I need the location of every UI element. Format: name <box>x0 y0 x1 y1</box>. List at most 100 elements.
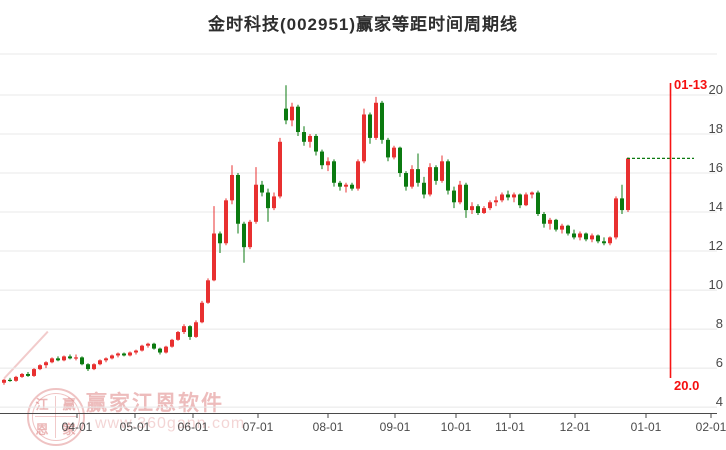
candle[interactable] <box>92 364 96 370</box>
candle[interactable] <box>338 182 342 187</box>
candle[interactable] <box>2 379 6 383</box>
candle[interactable] <box>596 235 600 242</box>
candle[interactable] <box>434 167 438 181</box>
candle[interactable] <box>164 346 168 353</box>
candle[interactable] <box>572 233 576 238</box>
candle[interactable] <box>194 322 198 337</box>
candle[interactable] <box>200 302 204 323</box>
candle[interactable] <box>470 206 474 211</box>
candle[interactable] <box>404 173 408 187</box>
candle[interactable] <box>518 194 522 206</box>
candle[interactable] <box>248 221 252 248</box>
candle[interactable] <box>566 225 570 234</box>
candle[interactable] <box>272 196 276 209</box>
candle[interactable] <box>452 190 456 203</box>
candle[interactable] <box>500 194 504 201</box>
candle[interactable] <box>224 200 228 244</box>
candle[interactable] <box>488 202 492 209</box>
candle[interactable] <box>8 379 12 382</box>
candle[interactable] <box>104 358 108 361</box>
candle[interactable] <box>620 198 624 211</box>
candle[interactable] <box>254 184 258 222</box>
candle[interactable] <box>626 158 630 211</box>
candle[interactable] <box>446 161 450 191</box>
candle[interactable] <box>152 343 156 349</box>
candle[interactable] <box>536 192 540 214</box>
candle[interactable] <box>380 102 384 140</box>
candle[interactable] <box>362 114 366 162</box>
candle[interactable] <box>260 184 264 193</box>
candle[interactable] <box>116 353 120 356</box>
candle[interactable] <box>188 326 192 337</box>
candle[interactable] <box>182 326 186 333</box>
candle[interactable] <box>134 350 138 353</box>
candle[interactable] <box>602 241 606 244</box>
candle[interactable] <box>170 339 174 347</box>
candle[interactable] <box>410 169 414 187</box>
candle[interactable] <box>314 135 318 152</box>
candle[interactable] <box>86 364 90 370</box>
candle[interactable] <box>614 198 618 238</box>
candle[interactable] <box>530 192 534 195</box>
candle[interactable] <box>440 161 444 181</box>
candle[interactable] <box>26 373 30 376</box>
candle[interactable] <box>158 348 162 353</box>
candle[interactable] <box>308 135 312 142</box>
candle[interactable] <box>128 352 132 356</box>
candle[interactable] <box>356 161 360 189</box>
candle[interactable] <box>296 106 300 133</box>
candle[interactable] <box>236 174 240 224</box>
candle[interactable] <box>578 233 582 238</box>
candle[interactable] <box>416 169 420 183</box>
candle[interactable] <box>44 362 48 366</box>
candle[interactable] <box>206 280 210 303</box>
candle[interactable] <box>482 208 486 214</box>
candle[interactable] <box>374 102 378 138</box>
candle[interactable] <box>14 376 18 381</box>
candle[interactable] <box>506 194 510 198</box>
candle[interactable] <box>494 200 498 203</box>
candle[interactable] <box>290 106 294 121</box>
candle[interactable] <box>608 237 612 244</box>
candle[interactable] <box>242 223 246 248</box>
candle[interactable] <box>146 343 150 346</box>
candle[interactable] <box>350 184 354 189</box>
candle[interactable] <box>110 355 114 359</box>
candle[interactable] <box>344 184 348 187</box>
candle[interactable] <box>62 356 66 361</box>
candle[interactable] <box>32 369 36 376</box>
candle[interactable] <box>68 356 72 359</box>
candle[interactable] <box>140 345 144 351</box>
candle[interactable] <box>524 194 528 206</box>
candle[interactable] <box>560 225 564 230</box>
candle[interactable] <box>302 132 306 142</box>
candle[interactable] <box>212 233 216 281</box>
candle[interactable] <box>542 213 546 224</box>
candle[interactable] <box>80 357 84 365</box>
candle[interactable] <box>278 141 282 197</box>
candle[interactable] <box>284 108 288 121</box>
candle[interactable] <box>50 358 54 363</box>
candle[interactable] <box>392 147 396 158</box>
candle[interactable] <box>122 353 126 356</box>
candle[interactable] <box>56 358 60 361</box>
candle[interactable] <box>554 219 558 230</box>
candle[interactable] <box>218 233 222 244</box>
candle[interactable] <box>584 233 588 240</box>
candle[interactable] <box>38 365 42 370</box>
candle[interactable] <box>266 192 270 209</box>
candle[interactable] <box>464 184 468 211</box>
candle[interactable] <box>422 182 426 195</box>
candle[interactable] <box>176 332 180 340</box>
candle[interactable] <box>332 161 336 183</box>
candle[interactable] <box>512 194 516 198</box>
candle[interactable] <box>230 174 234 201</box>
candle[interactable] <box>548 219 552 224</box>
candle[interactable] <box>326 161 330 166</box>
candle[interactable] <box>320 151 324 166</box>
candle[interactable] <box>476 206 480 214</box>
candle[interactable] <box>98 360 102 365</box>
candle[interactable] <box>428 167 432 195</box>
candle[interactable] <box>20 373 24 377</box>
